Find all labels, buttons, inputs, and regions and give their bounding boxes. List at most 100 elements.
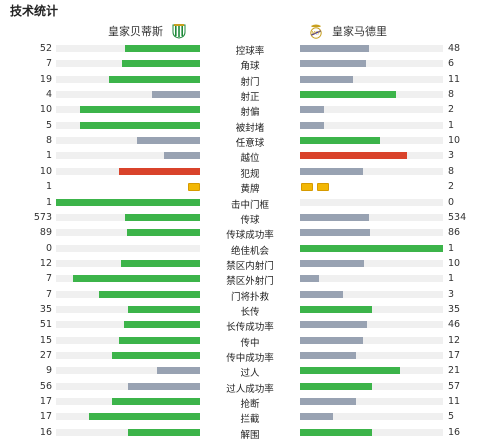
away-stat-bar [300, 352, 443, 359]
stat-row: 56 过人成功率 57 [0, 380, 500, 395]
away-stat-bar [300, 398, 443, 406]
away-stat-bar-fill [300, 305, 372, 313]
away-stat-bar [300, 152, 443, 160]
stat-label: 越位 [240, 153, 260, 165]
stat-row: 17 拦截 5 [0, 410, 500, 425]
away-stat-bar-fill [300, 121, 325, 129]
away-stat-value: 17 [448, 350, 461, 361]
away-stat-value: 3 [448, 288, 455, 300]
home-stat-bar-fill [112, 398, 200, 406]
home-stat-value: 8 [45, 135, 52, 147]
stat-row: 0 绝佳机会 1 [0, 242, 500, 257]
home-stat-value: 7 [45, 288, 52, 300]
stat-row: 52 控球率 48 [0, 42, 500, 57]
stat-row: 89 传球成功率 86 [0, 226, 500, 241]
away-stat-bar-fill [300, 428, 372, 436]
away-stat-bar [300, 75, 443, 83]
away-stat-bar [300, 321, 443, 329]
away-stat-bar [300, 259, 443, 267]
stat-row: 7 禁区外射门 1 [0, 272, 500, 287]
stat-label: 长传 [240, 306, 260, 318]
away-stat-bar [300, 382, 443, 390]
away-stat-value: 2 [448, 181, 455, 193]
away-stat-value: 48 [448, 43, 461, 54]
away-stat-bar [300, 413, 443, 421]
home-stat-bar [56, 167, 200, 175]
away-stat-bar [300, 290, 443, 298]
away-stat-value: 35 [448, 303, 461, 315]
home-stat-value: 10 [39, 104, 52, 116]
stat-row: 7 门将扑救 3 [0, 288, 500, 303]
home-stat-value: 35 [39, 303, 52, 315]
home-stat-value: 51 [39, 319, 52, 331]
away-stat-value: 534 [448, 211, 467, 223]
home-stat-value: 12 [39, 257, 52, 269]
home-stat-bar-fill [126, 229, 200, 237]
home-stat-value: 17 [39, 396, 52, 408]
home-team-header: 皇家贝蒂斯 [108, 22, 187, 40]
away-stat-bar-fill [300, 321, 368, 329]
home-stat-bar [56, 428, 200, 436]
stat-label: 拦截 [240, 414, 260, 426]
away-stat-bar [300, 45, 443, 52]
away-stat-bar [300, 428, 443, 436]
away-stat-bar-fill [300, 398, 356, 406]
away-stat-bar-fill [300, 259, 365, 267]
away-stat-bar-fill [300, 91, 396, 99]
home-stat-value: 89 [39, 227, 52, 239]
away-stat-bar-fill [300, 290, 343, 298]
stat-row: 15 传中 12 [0, 334, 500, 349]
home-stat-bar [56, 290, 200, 298]
away-stat-bar-fill [300, 413, 333, 421]
home-yellow-card-icon [188, 183, 200, 192]
home-stat-bar-fill [128, 428, 200, 436]
stat-label: 传中成功率 [226, 353, 274, 364]
away-stat-bar-fill [300, 45, 369, 52]
home-stat-bar [56, 305, 200, 313]
stat-label: 传球 [240, 214, 260, 226]
away-stat-bar [300, 336, 443, 344]
stat-row: 573 传球 534 [0, 211, 500, 226]
stat-label: 控球率 [235, 46, 265, 57]
home-stat-value: 19 [39, 73, 52, 85]
stat-row: 5 被封堵 1 [0, 119, 500, 134]
home-stat-bar [56, 229, 200, 237]
stat-label: 长传成功率 [226, 322, 274, 334]
away-stat-bar-fill [300, 367, 401, 375]
page-title: 技术统计 [10, 4, 59, 18]
home-stat-bar-fill [128, 382, 200, 390]
home-stat-value: 10 [39, 165, 52, 177]
away-stat-value: 6 [448, 58, 455, 70]
away-stat-bar [300, 229, 443, 237]
stat-label: 被封堵 [235, 122, 265, 134]
stat-label: 过人 [240, 368, 260, 380]
stat-row: 9 过人 21 [0, 364, 500, 379]
away-stat-value: 12 [448, 334, 461, 346]
stat-label: 击中门框 [230, 199, 269, 211]
away-stat-bar [300, 167, 443, 175]
stat-row: 4 射正 8 [0, 88, 500, 103]
stat-row: 10 犯规 8 [0, 165, 500, 180]
away-stat-value: 0 [448, 196, 455, 208]
away-stat-value: 11 [448, 396, 461, 408]
home-stat-bar [56, 352, 200, 359]
away-stat-value: 11 [448, 73, 461, 85]
away-stat-value: 10 [448, 257, 461, 269]
away-stat-value: 86 [448, 227, 461, 239]
stat-row: 17 抢断 11 [0, 395, 500, 410]
stat-label: 解围 [240, 429, 260, 440]
stat-row: 1 越位 3 [0, 149, 500, 164]
away-stat-bar-fill [300, 75, 353, 83]
away-stat-bar-fill [300, 244, 443, 252]
stat-row: 8 任意球 10 [0, 134, 500, 149]
home-stat-bar-fill [119, 336, 200, 344]
stat-label: 过人成功率 [226, 383, 274, 395]
away-stat-bar-fill [300, 213, 369, 221]
home-stat-bar [56, 152, 200, 160]
svg-text:MCF: MCF [312, 31, 321, 36]
home-stat-bar [56, 106, 200, 114]
home-stat-bar-fill [156, 367, 200, 375]
away-yellow-card-icon [317, 183, 329, 192]
home-stat-bar [56, 259, 200, 267]
away-stat-value: 2 [448, 104, 455, 116]
